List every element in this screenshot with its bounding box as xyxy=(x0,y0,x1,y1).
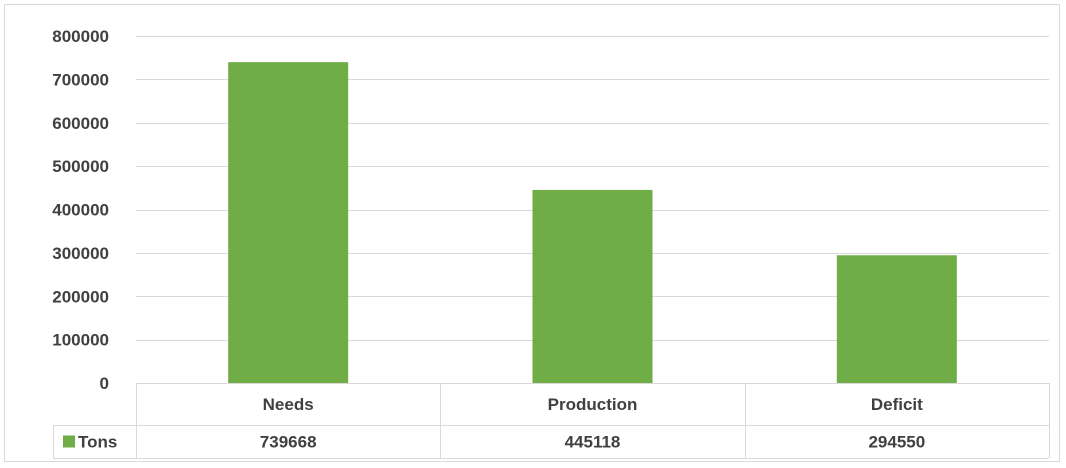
bar-chart: 0 100000 200000 300000 400000 500000 600000 700… xyxy=(52,27,1050,459)
y-tick-label: 200000 xyxy=(52,287,109,306)
y-tick-label: 500000 xyxy=(52,157,109,176)
chart-frame: 0 100000 200000 300000 400000 500000 600000 700… xyxy=(4,4,1060,462)
bar-deficit xyxy=(836,255,957,383)
y-tick-label: 300000 xyxy=(52,244,109,263)
y-axis-tick-labels: 0 100000 200000 300000 400000 500000 600000 700… xyxy=(52,27,109,393)
bar-production xyxy=(532,189,653,383)
x-category-label: Production xyxy=(548,395,638,414)
bars xyxy=(228,62,957,383)
data-table: Needs Production Deficit Tons 739668 445118 29… xyxy=(53,383,1050,459)
data-table-value: 739668 xyxy=(260,433,317,452)
y-tick-label: 800000 xyxy=(52,27,109,46)
legend-label: Tons xyxy=(78,433,117,452)
y-tick-label: 100000 xyxy=(52,331,109,350)
x-category-label: Needs xyxy=(263,395,314,414)
data-table-value: 294550 xyxy=(868,433,925,452)
y-tick-label: 600000 xyxy=(52,114,109,133)
y-tick-label: 700000 xyxy=(52,70,109,89)
data-table-value: 445118 xyxy=(565,433,621,452)
bar-needs xyxy=(228,62,349,383)
y-tick-label: 400000 xyxy=(52,201,109,220)
y-tick-label: 0 xyxy=(100,374,109,393)
legend-key xyxy=(63,435,75,448)
x-category-label: Deficit xyxy=(871,395,923,414)
